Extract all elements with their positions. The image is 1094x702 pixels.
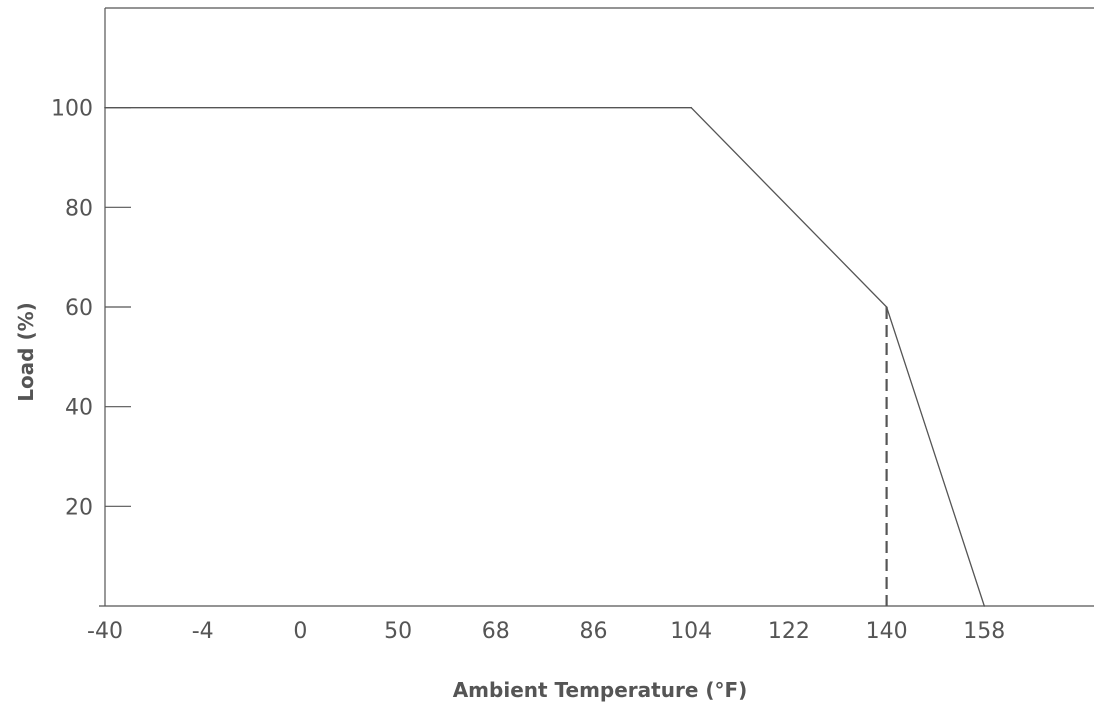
series-layer	[104, 106, 986, 607]
x-tick-label: 68	[482, 619, 510, 644]
x-tick-label: 158	[963, 619, 1005, 644]
x-axis-title: Ambient Temperature (°F)	[453, 678, 748, 702]
x-tick-label: 86	[580, 619, 608, 644]
plot-frame	[99, 7, 1094, 607]
x-tick-label: 122	[768, 619, 810, 644]
x-tick-label: -4	[192, 619, 214, 644]
y-tick-label: 60	[65, 296, 93, 321]
y-tick-label: 100	[51, 97, 93, 122]
x-tick-label: 140	[866, 619, 908, 644]
series-point	[104, 106, 106, 109]
y-tick-label: 20	[65, 495, 93, 520]
x-tick-label: 50	[384, 619, 412, 644]
series-point	[690, 106, 692, 109]
y-axis-title: Load (%)	[14, 302, 38, 402]
x-axis-ticks: -40 -4 0 50 68 86 104 122 140 158	[87, 619, 1005, 644]
y-axis-ticks: 20 40 60 80 100	[51, 97, 131, 520]
x-tick-label: 0	[293, 619, 307, 644]
y-tick-label: 80	[65, 196, 93, 221]
x-tick-label: 104	[670, 619, 712, 644]
x-tick-label: -40	[87, 619, 123, 644]
series-line	[105, 107, 985, 607]
y-tick-label: 40	[65, 396, 93, 421]
series-point	[983, 605, 986, 607]
